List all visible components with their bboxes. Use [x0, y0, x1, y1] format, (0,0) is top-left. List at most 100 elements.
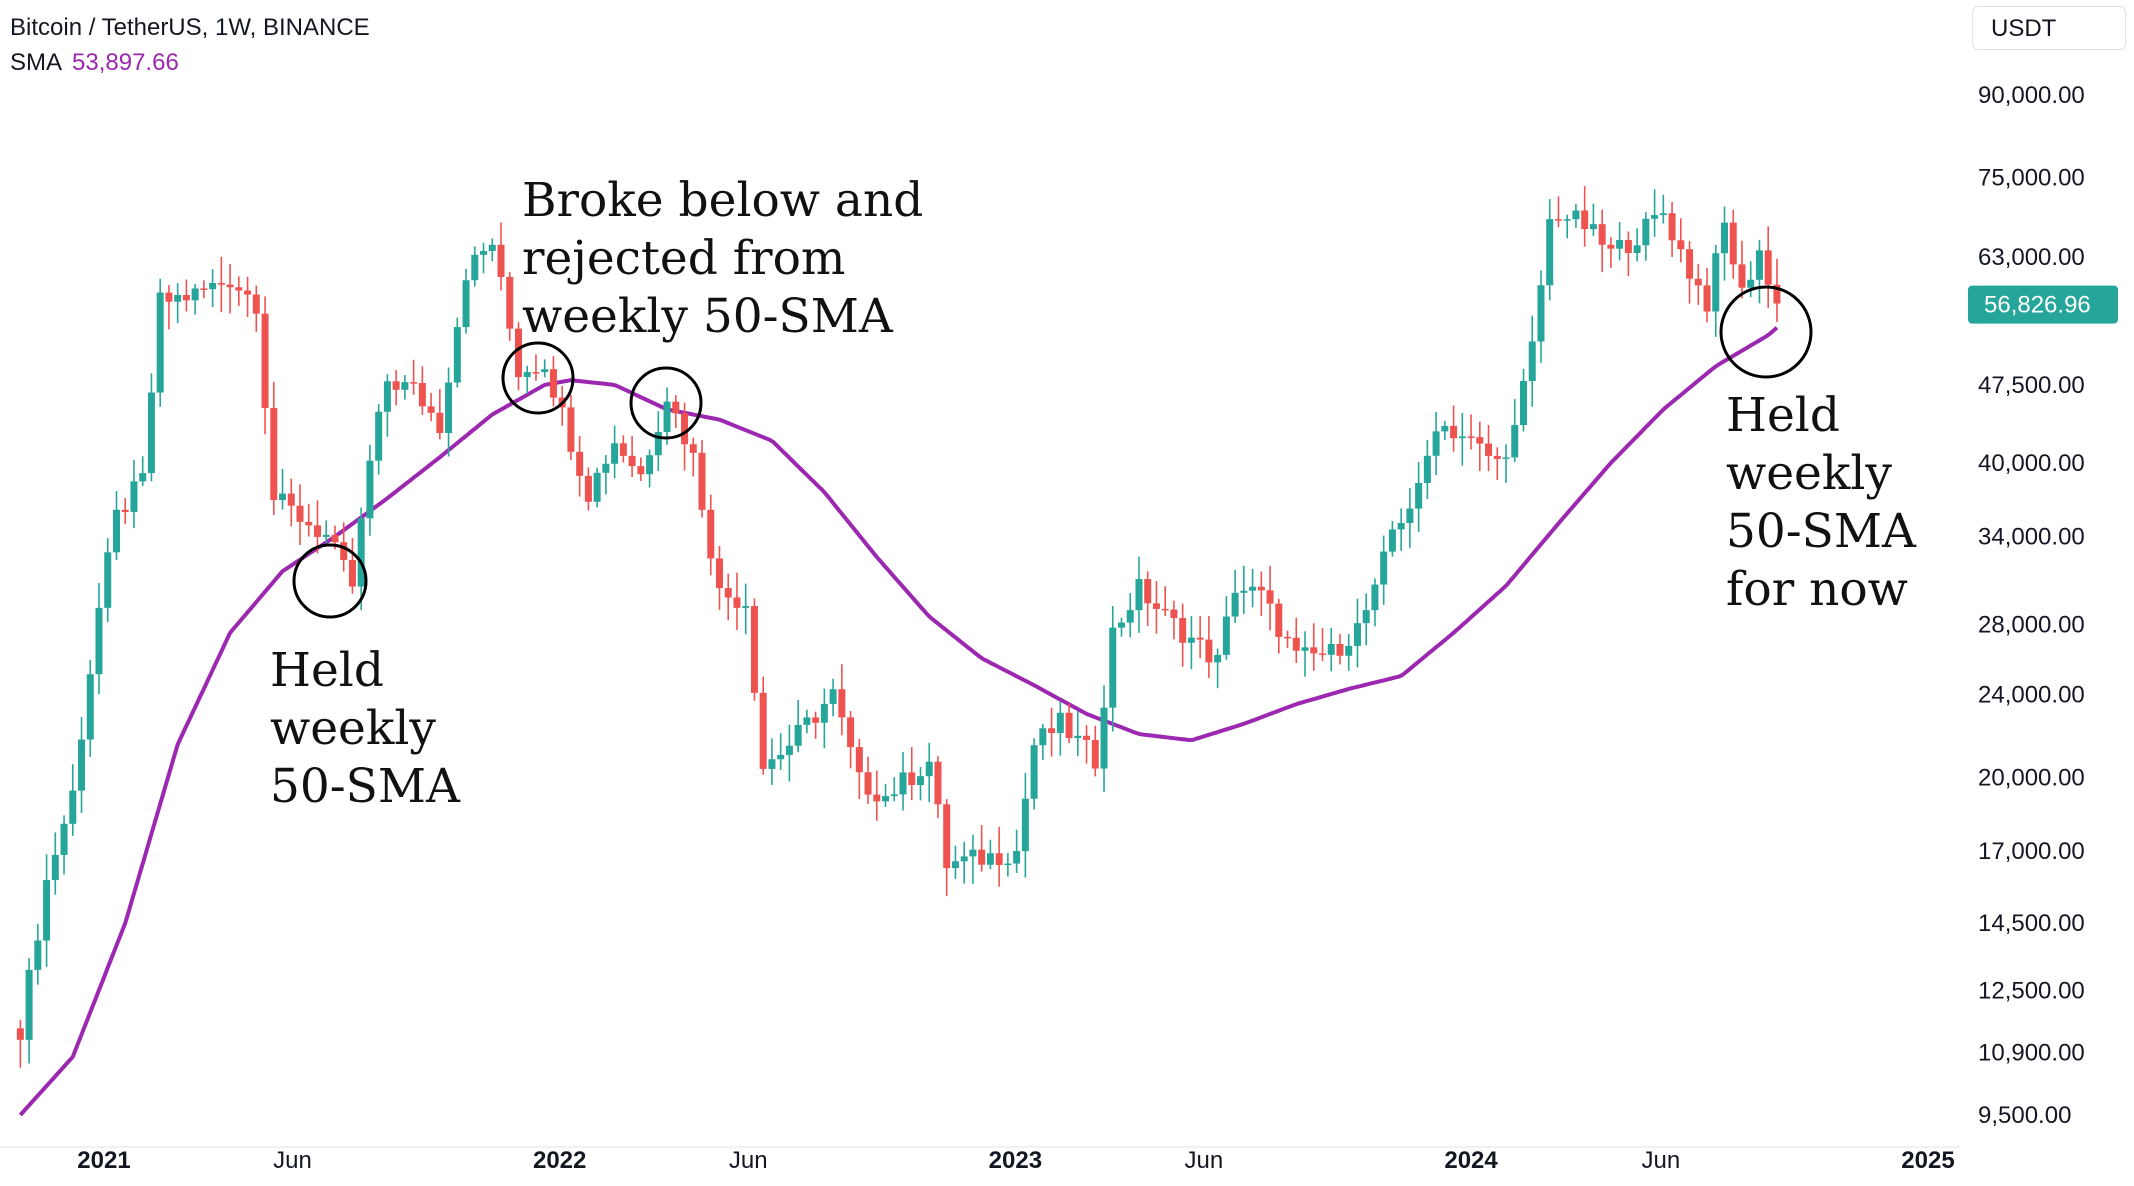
candle [401, 375, 409, 400]
candle [1318, 628, 1326, 662]
candle [742, 583, 750, 635]
candle [576, 436, 584, 497]
time-tick-label: Jun [1185, 1147, 1224, 1174]
candle [1205, 616, 1213, 679]
candle [986, 839, 994, 870]
candle [750, 598, 758, 701]
currency-button[interactable]: USDT [1972, 6, 2126, 50]
highlight-circle [629, 366, 703, 440]
candle [1476, 421, 1484, 471]
candle [112, 491, 120, 560]
candle [1511, 399, 1519, 463]
candle [279, 468, 287, 510]
candle [1598, 209, 1606, 273]
candle [882, 783, 890, 807]
time-axis[interactable]: 2021 Jun 2022 Jun 2023 Jun 2024 Jun 2025 [0, 1146, 1960, 1174]
price-axis[interactable]: 90,000.0075,000.0063,000.0056,000.0047,5… [1978, 82, 2085, 1129]
sma-legend-row: SMA 53,897.66 [10, 45, 370, 80]
candle [1432, 412, 1440, 476]
annotation: Held weekly 50-SMA for now [1726, 388, 1917, 617]
candle [1450, 405, 1458, 452]
price-tick-label: 28,000.00 [1978, 612, 2085, 639]
candle [1677, 218, 1685, 263]
candle [768, 738, 776, 785]
candle [1179, 603, 1187, 667]
candle [978, 825, 986, 872]
candle [488, 238, 496, 262]
candle [1310, 623, 1318, 671]
candle [951, 845, 959, 879]
candle [541, 359, 549, 378]
annotation: Held weekly 50-SMA [270, 643, 461, 814]
time-tick-label: 2023 [989, 1147, 1042, 1174]
candle [698, 439, 706, 518]
candle [1353, 598, 1361, 668]
sma-layer [18, 326, 1779, 1117]
candle [1214, 648, 1222, 689]
candle [890, 777, 898, 802]
candle [383, 374, 391, 437]
candle [1161, 586, 1169, 617]
candle [418, 366, 426, 415]
candle [445, 367, 453, 457]
candle [532, 354, 540, 381]
candle [1004, 853, 1012, 877]
candle [1528, 315, 1536, 407]
candle [1336, 633, 1344, 665]
candle [313, 500, 321, 554]
candle [1423, 440, 1431, 500]
candle [969, 834, 977, 884]
time-tick-label: Jun [1641, 1147, 1680, 1174]
candle [252, 285, 260, 333]
candle [366, 444, 374, 536]
candle [1187, 616, 1195, 670]
candle [873, 770, 881, 821]
candle [1362, 593, 1370, 646]
candle [1668, 201, 1676, 257]
candle [1493, 447, 1501, 480]
time-tick-label: 2022 [533, 1147, 586, 1174]
candle [1651, 189, 1659, 237]
annotation: Broke below and rejected from weekly 50-SM… [522, 173, 923, 344]
candle [934, 756, 942, 819]
candle [25, 958, 33, 1064]
candle [1441, 420, 1449, 441]
candle [1415, 461, 1423, 532]
candle [1712, 244, 1720, 337]
candle [261, 296, 269, 435]
candle [226, 264, 234, 314]
candle [104, 538, 112, 623]
candle [1502, 444, 1510, 483]
candle [1764, 226, 1772, 308]
price-tick-label: 17,000.00 [1978, 838, 2085, 865]
candle [777, 733, 785, 770]
candle [995, 826, 1003, 887]
candle [130, 460, 138, 529]
sma-legend-label: SMA [10, 49, 63, 76]
candle [794, 700, 802, 753]
candle [1039, 723, 1047, 760]
candle [392, 369, 400, 406]
candle [174, 283, 182, 324]
candle [1222, 596, 1230, 660]
candle [637, 457, 645, 481]
candle [1721, 206, 1729, 281]
candle [217, 256, 225, 313]
candle [899, 752, 907, 811]
candle [1607, 237, 1615, 268]
price-tick-label: 90,000.00 [1978, 82, 2085, 109]
candle [1284, 630, 1292, 649]
highlight-circle [292, 543, 368, 619]
candle [925, 743, 933, 803]
price-tick-label: 63,000.00 [1978, 244, 2085, 271]
price-tick-label: 34,000.00 [1978, 524, 2085, 551]
candle [348, 537, 356, 594]
candle [1170, 600, 1178, 640]
candle [191, 283, 199, 315]
candle [820, 688, 828, 749]
candle [287, 478, 295, 527]
candle [1694, 263, 1702, 305]
candle [1152, 581, 1160, 634]
candle [1686, 241, 1694, 304]
